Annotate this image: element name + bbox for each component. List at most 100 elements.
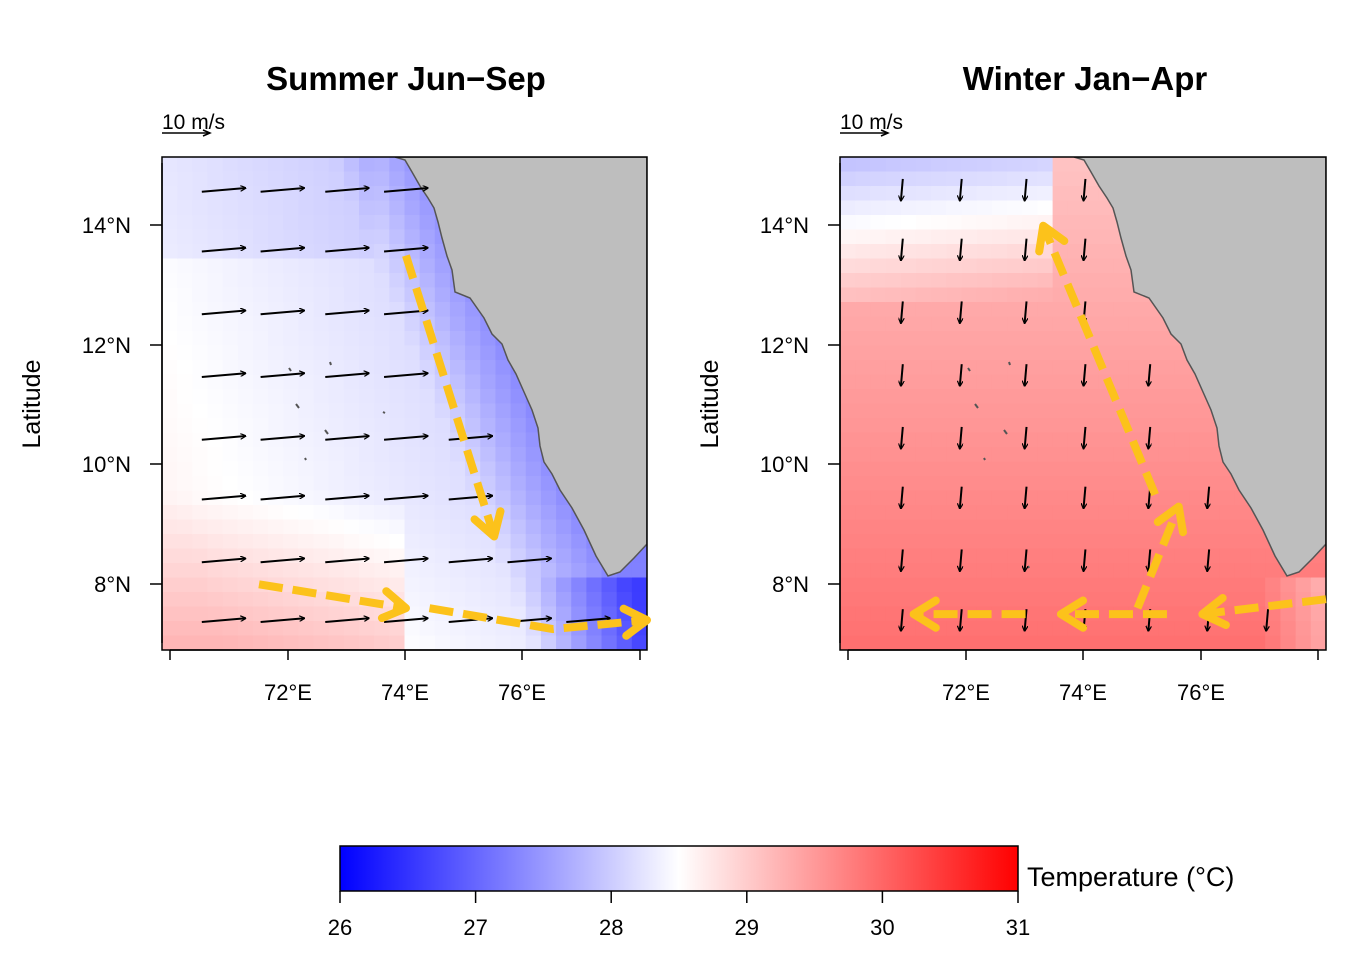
temperature-cell bbox=[480, 563, 497, 579]
temperature-cell bbox=[1234, 592, 1251, 608]
y-axis-label: Latitude bbox=[18, 360, 46, 449]
temperature-cell bbox=[359, 331, 375, 347]
temperature-cell bbox=[313, 200, 330, 216]
colorbar: Temperature (°C) 26 27 28 29 30 31 bbox=[328, 845, 1234, 940]
temperature-cell bbox=[359, 432, 375, 448]
temperature-cell bbox=[283, 331, 300, 347]
temperature-cell bbox=[389, 577, 406, 593]
temperature-cell bbox=[434, 273, 451, 289]
temperature-cell bbox=[283, 171, 300, 187]
temperature-cell bbox=[222, 403, 239, 419]
temperature-cell bbox=[389, 432, 406, 448]
temperature-cell bbox=[162, 461, 178, 477]
wind-vector bbox=[901, 301, 903, 323]
temperature-cell bbox=[915, 534, 932, 550]
temperature-cell bbox=[313, 621, 330, 637]
temperature-cell bbox=[1052, 476, 1069, 492]
temperature-cell bbox=[976, 171, 993, 187]
temperature-cell bbox=[1083, 215, 1099, 231]
temperature-cell bbox=[177, 316, 193, 332]
temperature-cell bbox=[991, 577, 1008, 593]
temperature-cell bbox=[976, 403, 993, 419]
wind-vector bbox=[383, 558, 428, 564]
temperature-cell bbox=[237, 490, 254, 506]
temperature-cell bbox=[1250, 534, 1266, 550]
temperature-cell bbox=[1204, 534, 1221, 550]
temperature-cell bbox=[1189, 389, 1206, 405]
temperature-cell bbox=[389, 157, 406, 173]
temperature-cell bbox=[1037, 606, 1054, 622]
temperature-cell bbox=[374, 171, 390, 187]
temperature-cell bbox=[434, 534, 451, 550]
temperature-cell bbox=[991, 157, 1008, 173]
temperature-cell bbox=[162, 418, 178, 434]
temperature-cell bbox=[207, 577, 224, 593]
temperature-cell bbox=[991, 592, 1008, 608]
temperature-cell bbox=[162, 200, 178, 216]
temperature-cell bbox=[298, 229, 315, 245]
temperature-cell bbox=[192, 200, 209, 216]
temperature-cell bbox=[1007, 316, 1023, 332]
temperature-cell bbox=[207, 505, 224, 521]
temperature-cell bbox=[1250, 621, 1266, 637]
temperature-cell bbox=[374, 635, 390, 650]
temperature-cell bbox=[419, 519, 436, 535]
temperature-cell bbox=[855, 548, 871, 564]
temperature-cell bbox=[1113, 273, 1130, 289]
temperature-cell bbox=[1052, 287, 1069, 303]
temperature-cell bbox=[1022, 577, 1039, 593]
temperature-cell bbox=[976, 374, 993, 390]
temperature-cell bbox=[404, 374, 421, 390]
temperature-cell bbox=[976, 621, 993, 637]
current-arrow bbox=[1133, 505, 1183, 610]
temperature-cell bbox=[1310, 621, 1326, 637]
temperature-cell bbox=[840, 287, 856, 303]
temperature-cell bbox=[961, 200, 978, 216]
temperature-cell bbox=[855, 244, 871, 260]
temperature-cell bbox=[389, 374, 406, 390]
temperature-cell bbox=[915, 418, 932, 434]
temperature-cell bbox=[1189, 548, 1206, 564]
temperature-cell bbox=[1250, 563, 1266, 579]
temperature-cell bbox=[328, 476, 345, 492]
temperature-cell bbox=[434, 258, 451, 274]
temperature-cell bbox=[252, 606, 269, 622]
temperature-cell bbox=[1280, 621, 1297, 637]
temperature-cell bbox=[480, 476, 497, 492]
wind-vector bbox=[325, 496, 369, 501]
temperature-cell bbox=[1113, 345, 1130, 361]
x-tick-label: 72°E bbox=[264, 680, 312, 705]
temperature-cell bbox=[1128, 635, 1145, 650]
temperature-cell bbox=[419, 476, 436, 492]
temperature-cell bbox=[885, 418, 902, 434]
temperature-cell bbox=[177, 505, 193, 521]
temperature-cell bbox=[192, 548, 209, 564]
temperature-cell bbox=[465, 534, 481, 550]
temperature-cell bbox=[855, 519, 871, 535]
temperature-cell bbox=[1067, 403, 1084, 419]
temperature-cell bbox=[1204, 548, 1221, 564]
temperature-cell bbox=[1052, 490, 1069, 506]
temperature-cell bbox=[1098, 418, 1114, 434]
temperature-cell bbox=[177, 215, 193, 231]
temperature-cell bbox=[374, 287, 390, 303]
temperature-cell bbox=[328, 157, 345, 173]
temperature-cell bbox=[207, 635, 224, 650]
temperature-cell bbox=[1083, 447, 1099, 463]
temperature-cell bbox=[915, 229, 932, 245]
temperature-cell bbox=[510, 592, 527, 608]
temperature-cell bbox=[465, 345, 481, 361]
temperature-cell bbox=[328, 534, 345, 550]
temperature-cell bbox=[1037, 360, 1054, 376]
temperature-cell bbox=[976, 548, 993, 564]
temperature-cell bbox=[840, 273, 856, 289]
temperature-cell bbox=[495, 432, 512, 448]
temperature-cell bbox=[434, 331, 451, 347]
temperature-cell bbox=[946, 548, 963, 564]
current-arrow-head bbox=[909, 596, 940, 632]
temperature-cell bbox=[1022, 519, 1039, 535]
temperature-cell bbox=[900, 635, 917, 650]
temperature-cell bbox=[510, 476, 527, 492]
current-arrows bbox=[258, 254, 651, 640]
temperature-cell bbox=[540, 519, 557, 535]
